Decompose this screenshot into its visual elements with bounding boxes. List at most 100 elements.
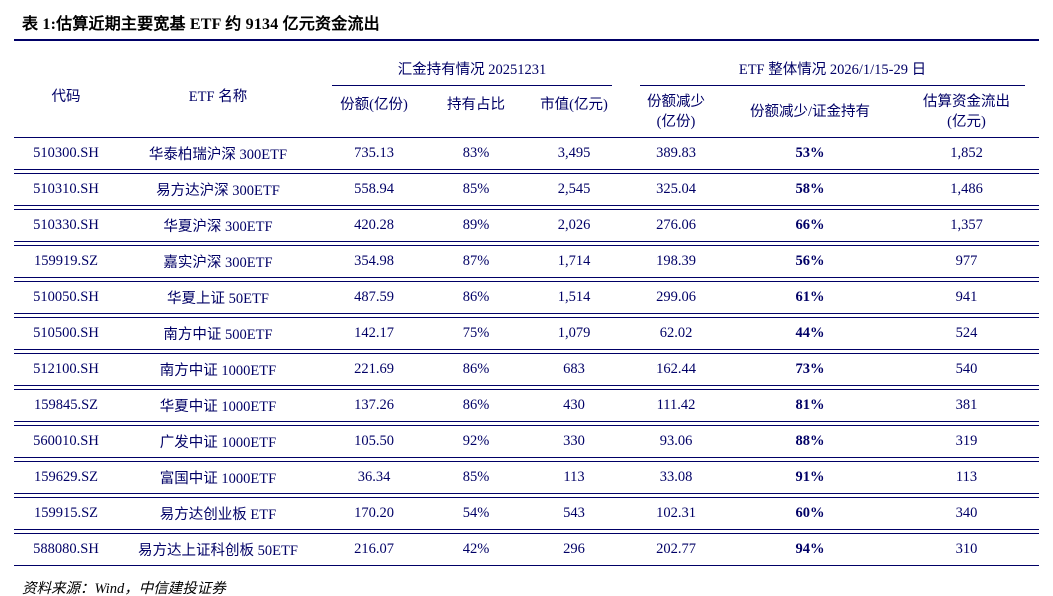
cell-code: 159629.SZ: [14, 461, 118, 495]
cell-name: 易方达上证科创板 50ETF: [118, 533, 318, 567]
cell-huijin-share: 105.50: [318, 425, 430, 459]
group-header-huijin-label: 汇金持有情况 20251231: [332, 56, 612, 86]
cell-code: 510330.SH: [14, 209, 118, 243]
table-row: 510500.SH 南方中证 500ETF 142.17 75% 1,079 62.02 4…: [14, 317, 1039, 351]
table-row: 159629.SZ 富国中证 1000ETF 36.34 85% 113 33.08 91%…: [14, 461, 1039, 495]
cell-holding-ratio: 42%: [430, 533, 522, 567]
cell-holding-ratio: 89%: [430, 209, 522, 243]
cell-decrease-over-holding: 66%: [726, 209, 894, 243]
cell-huijin-share: 137.26: [318, 389, 430, 423]
cell-market-value: 330: [522, 425, 626, 459]
cell-market-value: 1,714: [522, 245, 626, 279]
sub-header-row: 份额(亿份) 持有占比 市值(亿元) 份额减少 (亿份) 份额减少/证金持有 估…: [14, 89, 1039, 134]
table-title: 表 1:估算近期主要宽基 ETF 约 9134 亿元资金流出: [22, 16, 380, 33]
cell-decrease-over-holding: 61%: [726, 281, 894, 315]
cell-huijin-share: 36.34: [318, 461, 430, 495]
cell-name: 易方达沪深 300ETF: [118, 173, 318, 207]
cell-decrease-over-holding: 81%: [726, 389, 894, 423]
cell-share-decrease: 299.06: [626, 281, 726, 315]
cell-estimated-outflow: 977: [894, 245, 1039, 279]
cell-huijin-share: 142.17: [318, 317, 430, 351]
table-row: 510300.SH 华泰柏瑞沪深 300ETF 735.13 83% 3,495 389.…: [14, 137, 1039, 171]
table-row: 510050.SH 华夏上证 50ETF 487.59 86% 1,514 299.06 6…: [14, 281, 1039, 315]
title-underline: [14, 39, 1039, 41]
cell-share-decrease: 111.42: [626, 389, 726, 423]
cell-share-decrease: 202.77: [626, 533, 726, 567]
cell-decrease-over-holding: 94%: [726, 533, 894, 567]
table-row: 159915.SZ 易方达创业板 ETF 170.20 54% 543 102.31 60%…: [14, 497, 1039, 531]
cell-holding-ratio: 87%: [430, 245, 522, 279]
cell-estimated-outflow: 1,486: [894, 173, 1039, 207]
cell-decrease-over-holding: 58%: [726, 173, 894, 207]
source-note: 资料来源：Wind，中信建投证券: [22, 581, 226, 596]
cell-huijin-share: 216.07: [318, 533, 430, 567]
etf-flow-table: 代码 ETF 名称 汇金持有情况 20251231 ETF 整体情况 2026/…: [14, 53, 1039, 569]
col-header-share-decrease-line2: (亿份): [656, 113, 696, 130]
cell-estimated-outflow: 319: [894, 425, 1039, 459]
cell-huijin-share: 221.69: [318, 353, 430, 387]
cell-decrease-over-holding: 44%: [726, 317, 894, 351]
col-header-code: 代码: [51, 88, 81, 105]
cell-share-decrease: 325.04: [626, 173, 726, 207]
group-header-etf-overall-label: ETF 整体情况 2026/1/15-29 日: [640, 56, 1025, 86]
col-header-estimated-outflow-line2: (亿元): [947, 113, 986, 130]
cell-share-decrease: 62.02: [626, 317, 726, 351]
cell-huijin-share: 354.98: [318, 245, 430, 279]
col-header-holding-ratio: 持有占比: [447, 97, 505, 113]
cell-estimated-outflow: 1,357: [894, 209, 1039, 243]
cell-estimated-outflow: 941: [894, 281, 1039, 315]
cell-code: 512100.SH: [14, 353, 118, 387]
cell-estimated-outflow: 113: [894, 461, 1039, 495]
cell-market-value: 430: [522, 389, 626, 423]
cell-code: 159915.SZ: [14, 497, 118, 531]
cell-market-value: 2,026: [522, 209, 626, 243]
cell-share-decrease: 162.44: [626, 353, 726, 387]
cell-name: 华夏沪深 300ETF: [118, 209, 318, 243]
cell-name: 易方达创业板 ETF: [118, 497, 318, 531]
cell-holding-ratio: 92%: [430, 425, 522, 459]
cell-huijin-share: 170.20: [318, 497, 430, 531]
cell-share-decrease: 102.31: [626, 497, 726, 531]
cell-huijin-share: 558.94: [318, 173, 430, 207]
cell-market-value: 1,079: [522, 317, 626, 351]
cell-huijin-share: 735.13: [318, 137, 430, 171]
cell-name: 广发中证 1000ETF: [118, 425, 318, 459]
cell-estimated-outflow: 340: [894, 497, 1039, 531]
cell-code: 159845.SZ: [14, 389, 118, 423]
cell-code: 510310.SH: [14, 173, 118, 207]
cell-holding-ratio: 86%: [430, 353, 522, 387]
table-body: 510300.SH 华泰柏瑞沪深 300ETF 735.13 83% 3,495 389.…: [14, 137, 1039, 567]
cell-share-decrease: 389.83: [626, 137, 726, 171]
cell-decrease-over-holding: 88%: [726, 425, 894, 459]
cell-share-decrease: 198.39: [626, 245, 726, 279]
cell-huijin-share: 420.28: [318, 209, 430, 243]
group-header-row: 代码 ETF 名称 汇金持有情况 20251231 ETF 整体情况 2026/…: [14, 56, 1039, 105]
table-row: 510330.SH 华夏沪深 300ETF 420.28 89% 2,026 276.06…: [14, 209, 1039, 243]
cell-name: 华夏上证 50ETF: [118, 281, 318, 315]
cell-code: 510050.SH: [14, 281, 118, 315]
col-header-market-value: 市值(亿元): [540, 97, 608, 113]
cell-huijin-share: 487.59: [318, 281, 430, 315]
table-row: 159845.SZ 华夏中证 1000ETF 137.26 86% 430 111.42 8…: [14, 389, 1039, 423]
cell-name: 嘉实沪深 300ETF: [118, 245, 318, 279]
col-header-decrease-ratio: 份额减少/证金持有: [749, 104, 871, 121]
cell-name: 华泰柏瑞沪深 300ETF: [118, 137, 318, 171]
cell-holding-ratio: 86%: [430, 281, 522, 315]
cell-market-value: 113: [522, 461, 626, 495]
cell-share-decrease: 33.08: [626, 461, 726, 495]
group-header-etf-overall: ETF 整体情况 2026/1/15-29 日: [626, 56, 1039, 86]
cell-holding-ratio: 86%: [430, 389, 522, 423]
cell-code: 560010.SH: [14, 425, 118, 459]
cell-estimated-outflow: 524: [894, 317, 1039, 351]
cell-market-value: 543: [522, 497, 626, 531]
cell-code: 159919.SZ: [14, 245, 118, 279]
cell-holding-ratio: 85%: [430, 173, 522, 207]
col-header-estimated-outflow-line1: 估算资金流出: [923, 94, 1010, 110]
cell-name: 南方中证 500ETF: [118, 317, 318, 351]
col-header-huijin-share: 份额(亿份): [340, 97, 408, 113]
table-row: 588080.SH 易方达上证科创板 50ETF 216.07 42% 296 202.7…: [14, 533, 1039, 567]
cell-estimated-outflow: 1,852: [894, 137, 1039, 171]
col-header-name: ETF 名称: [188, 88, 248, 105]
cell-decrease-over-holding: 56%: [726, 245, 894, 279]
